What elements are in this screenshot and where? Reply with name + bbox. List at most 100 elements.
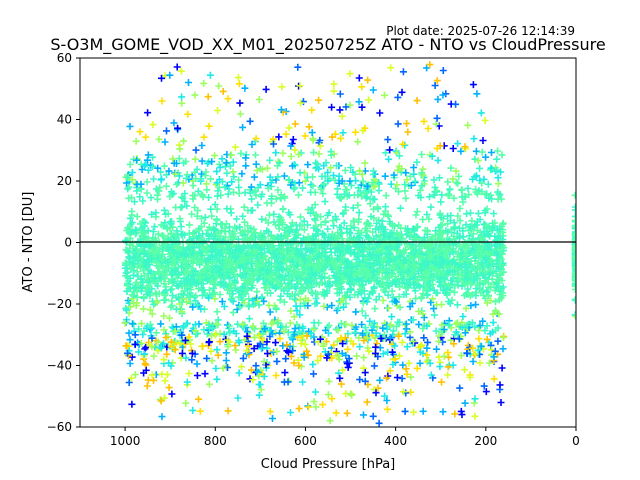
data-point <box>474 157 482 165</box>
data-point <box>494 337 502 345</box>
data-point <box>148 371 156 379</box>
data-point <box>273 357 281 365</box>
data-point <box>239 123 247 131</box>
data-point <box>213 346 221 354</box>
data-point <box>248 195 256 203</box>
data-point <box>499 345 507 353</box>
data-point <box>217 221 225 229</box>
data-point <box>222 357 230 364</box>
data-point <box>413 208 421 215</box>
data-point <box>286 319 294 327</box>
data-point <box>434 156 442 164</box>
data-point <box>419 216 427 223</box>
y-tick-label: 20 <box>57 174 72 188</box>
data-point <box>304 161 312 169</box>
data-point <box>475 335 483 343</box>
data-point <box>488 149 495 156</box>
data-point <box>376 376 384 384</box>
data-point <box>211 201 219 209</box>
data-point <box>454 140 462 148</box>
data-point <box>412 211 420 219</box>
data-point <box>229 309 237 317</box>
data-point <box>184 110 192 118</box>
data-point <box>437 198 445 206</box>
x-tick-label: 0 <box>572 434 580 448</box>
data-point <box>247 207 255 215</box>
data-point <box>160 206 168 214</box>
data-point <box>419 310 427 318</box>
data-point <box>354 138 362 146</box>
data-point <box>299 378 307 386</box>
data-point <box>321 198 329 206</box>
data-point <box>415 307 423 315</box>
data-point <box>266 308 274 316</box>
data-point <box>410 408 418 416</box>
data-point <box>484 180 492 188</box>
data-point <box>451 223 459 231</box>
data-point <box>250 173 258 181</box>
data-point <box>387 64 395 72</box>
data-point <box>142 133 150 141</box>
data-point <box>162 182 170 190</box>
data-point <box>464 121 472 129</box>
data-point <box>121 319 129 327</box>
data-point <box>158 413 166 421</box>
data-point <box>330 80 338 88</box>
data-point <box>374 203 381 211</box>
data-point <box>168 297 176 305</box>
data-point <box>299 184 307 192</box>
data-point <box>342 320 350 328</box>
data-point <box>346 70 354 78</box>
data-point <box>252 160 260 168</box>
data-point <box>128 207 136 215</box>
data-point <box>324 211 332 219</box>
data-point <box>444 349 452 357</box>
data-point <box>415 320 423 328</box>
data-point <box>126 360 134 367</box>
data-point <box>274 186 282 194</box>
data-point <box>481 117 489 124</box>
data-point <box>494 147 502 155</box>
data-point <box>358 83 366 91</box>
data-point <box>215 82 223 90</box>
data-point <box>452 100 460 108</box>
data-point <box>399 361 407 369</box>
data-point <box>385 155 393 163</box>
data-point <box>214 192 221 200</box>
data-point <box>463 210 471 218</box>
y-tick-label: 40 <box>57 113 72 127</box>
data-point <box>433 114 441 122</box>
data-point <box>189 406 197 414</box>
data-point <box>150 352 158 360</box>
data-point <box>234 74 242 82</box>
data-point <box>402 194 410 202</box>
data-point <box>371 305 379 313</box>
data-point <box>227 151 235 159</box>
data-point <box>191 91 199 99</box>
data-point <box>150 175 158 183</box>
data-point <box>411 177 419 185</box>
data-point <box>382 192 390 200</box>
data-point <box>203 186 211 194</box>
data-point <box>171 431 178 438</box>
data-point <box>413 158 421 166</box>
data-point <box>277 292 285 300</box>
data-point <box>239 212 247 220</box>
data-point <box>144 376 152 384</box>
data-point <box>398 88 406 96</box>
data-point <box>319 401 327 409</box>
data-point <box>369 171 377 178</box>
data-point <box>473 221 480 229</box>
data-point <box>163 127 170 135</box>
data-point <box>198 142 206 149</box>
data-point <box>235 369 243 377</box>
data-point <box>388 287 396 295</box>
y-tick-label: 0 <box>64 236 72 250</box>
data-point <box>200 79 208 87</box>
data-point <box>178 93 186 101</box>
data-point <box>295 179 303 187</box>
data-point <box>471 412 479 420</box>
data-point <box>205 380 213 388</box>
data-point <box>381 172 389 180</box>
data-point <box>482 153 490 161</box>
